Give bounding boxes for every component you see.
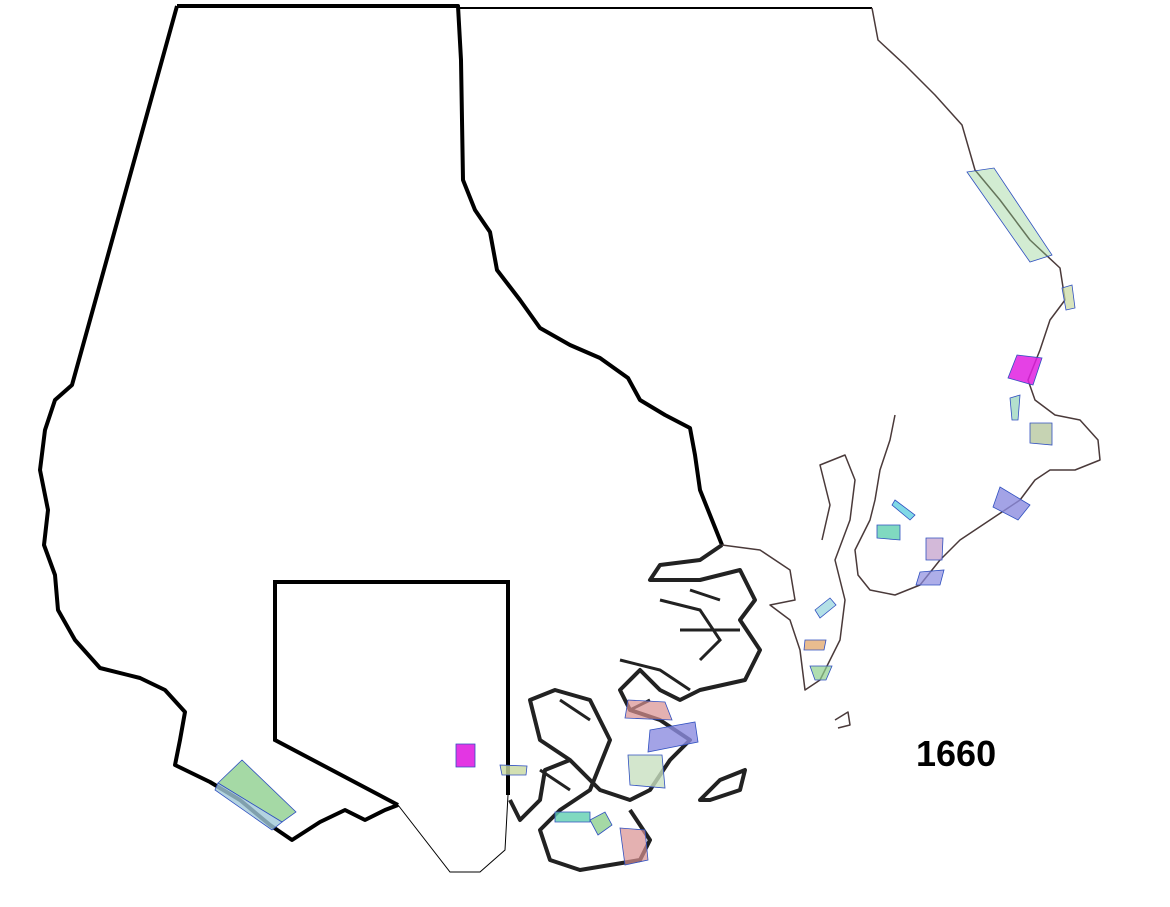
land-patch xyxy=(619,827,649,866)
land-patch xyxy=(624,699,673,721)
land-patch xyxy=(966,167,1053,263)
land-patch xyxy=(876,524,901,541)
land-patch xyxy=(891,499,916,521)
land-patch xyxy=(925,537,944,561)
land-patch xyxy=(814,597,837,619)
estuary-inlets xyxy=(539,588,740,792)
land-patch xyxy=(1061,284,1076,311)
land-patch xyxy=(214,782,283,831)
land-grant-patches xyxy=(214,167,1076,866)
inner-county-thin-boundary xyxy=(397,794,509,873)
land-patch xyxy=(1007,354,1043,386)
western-county-boundary xyxy=(38,4,724,842)
year-label: 1660 xyxy=(916,733,997,774)
land-patch xyxy=(803,639,827,651)
land-patch xyxy=(809,665,833,681)
land-patch xyxy=(1029,422,1053,446)
land-patch xyxy=(554,811,591,823)
land-patch xyxy=(992,486,1031,521)
land-patch xyxy=(627,754,666,789)
land-patch xyxy=(1009,394,1021,421)
land-patch xyxy=(647,721,699,753)
estuary-coastline xyxy=(508,543,762,872)
eastern-coastline xyxy=(721,7,1101,729)
land-patch xyxy=(589,811,613,836)
land-patch xyxy=(499,764,528,776)
land-patch xyxy=(915,569,945,586)
land-patch xyxy=(455,743,476,768)
inner-county-boundary xyxy=(273,580,510,807)
